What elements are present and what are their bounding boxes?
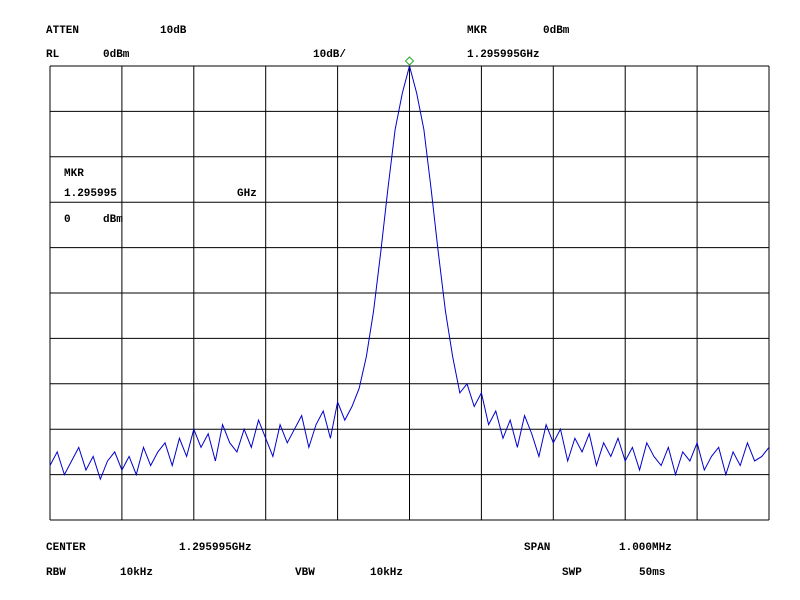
trace bbox=[49, 64, 770, 481]
marker-box-frequency-unit: GHz bbox=[237, 188, 257, 200]
atten-value: 10dB bbox=[160, 25, 187, 37]
vbw-label: VBW bbox=[295, 567, 315, 579]
marker-box-frequency: 1.295995 bbox=[64, 188, 117, 200]
scale: 10dB/ bbox=[313, 49, 346, 61]
span: 1.000MHz bbox=[619, 542, 672, 554]
marker-box-level: 0 bbox=[64, 214, 71, 226]
marker-label: MKR bbox=[467, 25, 487, 37]
marker-box-label: MKR bbox=[64, 168, 84, 180]
marker-level: 0dBm bbox=[543, 25, 570, 37]
sweep-label: SWP bbox=[562, 567, 582, 579]
center-label: CENTER bbox=[46, 542, 86, 554]
marker-box-level-unit: dBm bbox=[103, 214, 123, 226]
ref-level-label: RL bbox=[46, 49, 60, 61]
rbw-label: RBW bbox=[46, 567, 66, 579]
vbw: 10kHz bbox=[370, 567, 403, 579]
rbw: 10kHz bbox=[120, 567, 153, 579]
sweep: 50ms bbox=[639, 567, 665, 579]
center-frequency: 1.295995GHz bbox=[179, 542, 252, 554]
marker-frequency: 1.295995GHz bbox=[467, 49, 540, 61]
marker bbox=[404, 56, 415, 66]
ref-level: 0dBm bbox=[103, 49, 130, 61]
span-label: SPAN bbox=[524, 542, 550, 554]
atten-label: ATTEN bbox=[46, 25, 79, 37]
